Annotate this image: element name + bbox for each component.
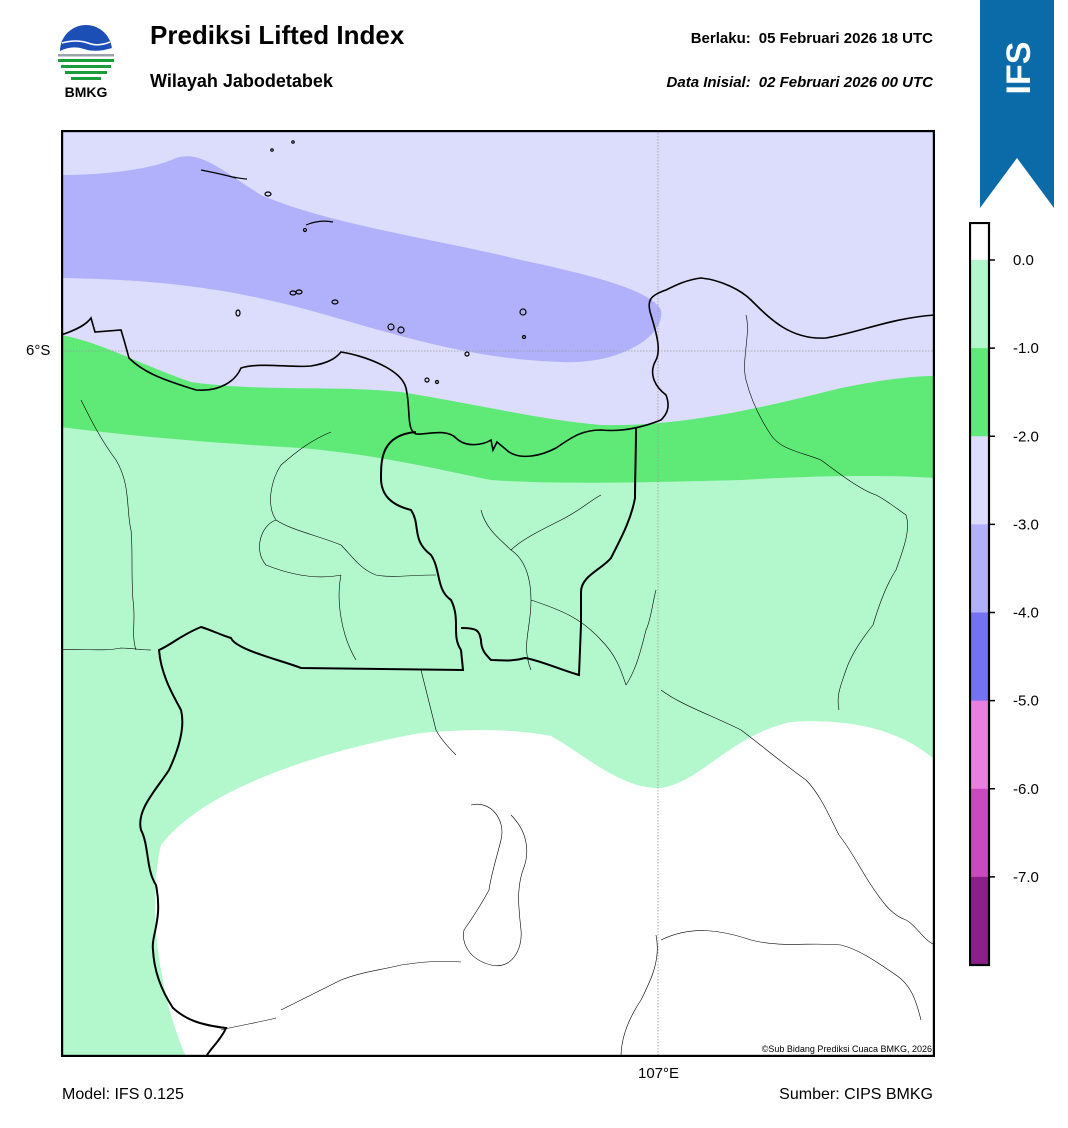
valid-value: 05 Februari 2026 18 UTC [758,30,933,47]
colorbar-frame [969,222,991,967]
colorbar-segment [970,876,989,966]
model-label: Model: IFS 0.125 [62,1086,184,1103]
colorbar-tick-label: -7.0 [1013,869,1039,886]
bmkg-logo: BMKG [58,25,114,100]
colorbar-top-extent [970,224,989,260]
coastline-java [61,277,935,458]
colorbar-segment [970,436,989,525]
li-region-neutral [155,721,935,1057]
valid-label: Berlaku: [690,30,751,47]
source-label: Sumber: CIPS BMKG [779,1086,933,1103]
page-title: Prediksi Lifted Index [150,20,405,50]
lon-tick-label: 107°E [638,1065,680,1082]
colorbar-tick-label: -5.0 [1013,693,1039,710]
colorbar-segment [970,612,989,702]
colorbar-segment [970,788,989,878]
colorbar-segment [970,260,989,349]
map-panel [61,130,935,1057]
ifs-badge: IFS [980,0,1054,208]
colorbar-tick-label: -3.0 [1013,516,1039,533]
province-border-banten-jakarta [139,431,465,1057]
colorbar-tick-label: -1.0 [1013,340,1039,357]
page-subtitle: Wilayah Jabodetabek [150,71,333,91]
colorbar-legend: 0.0 -1.0 -2.0 -3.0 -4.0 -5.0 -6.0 -7.0 [969,222,1039,967]
init-time: Data Inisial: 02 Februari 2026 00 UTC [667,74,933,91]
valid-time: Berlaku: 05 Februari 2026 18 UTC [691,30,933,47]
colorbar-tick-label: -6.0 [1013,781,1039,798]
init-value: 02 Februari 2026 00 UTC [758,74,933,91]
bmkg-logo-text: BMKG [65,84,108,100]
colorbar-tick-label: -4.0 [1013,605,1039,622]
map-credit: ©Sub Bidang Prediksi Cuaca BMKG, 2026 [761,1044,932,1054]
init-label: Data Inisial: [666,74,751,91]
bmkg-logo-emblem [58,25,114,80]
map-border [61,130,935,1057]
ifs-badge-ribbon [980,0,1054,208]
colorbar-segment [970,348,989,437]
ifs-badge-text: IFS [1000,42,1038,95]
province-border-jakarta-jabar [460,427,637,677]
li-band-dark [61,156,662,363]
lat-tick-label: 6°S [26,342,51,359]
islands-thousand [200,140,527,385]
colorbar-tick-label: -2.0 [1013,428,1039,445]
regency-borders [61,314,935,1057]
colorbar-segment [970,524,989,613]
colorbar-segment [970,700,989,790]
colorbar-tick-label: 0.0 [1013,252,1034,269]
